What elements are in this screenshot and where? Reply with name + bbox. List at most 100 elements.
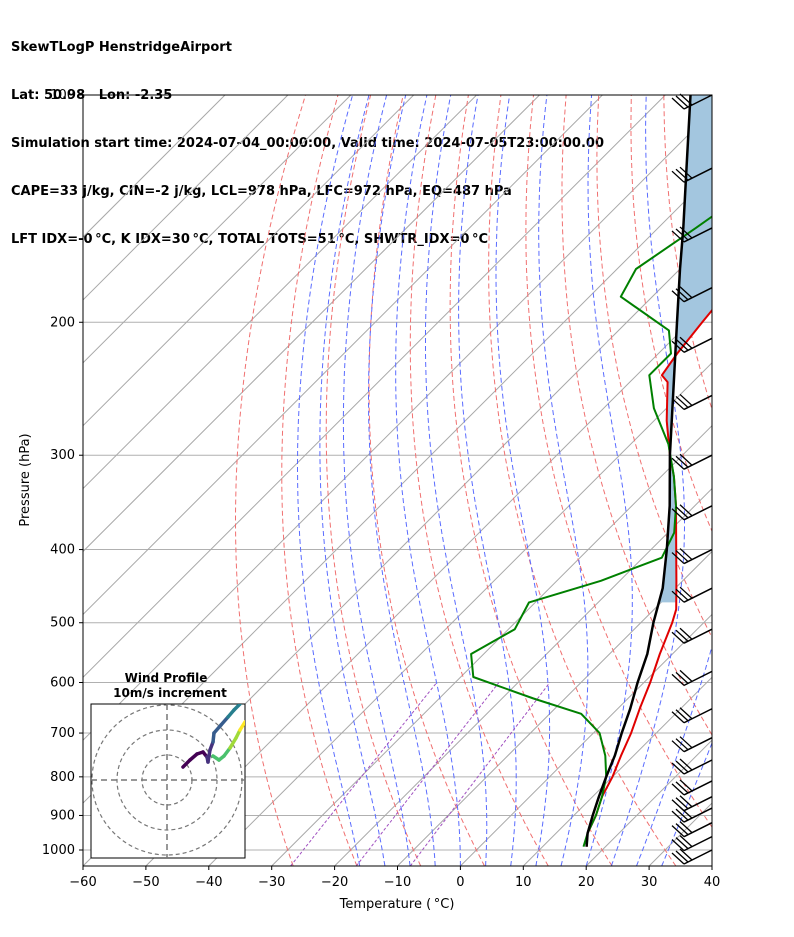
wind-barb-flag <box>679 548 693 561</box>
wind-barb-flag <box>679 707 693 720</box>
dewpoint-profile <box>470 215 712 847</box>
wind-barb-flag <box>675 823 689 836</box>
wind-barb-flag <box>671 340 685 353</box>
wind-barb-flag <box>675 760 689 773</box>
isotherm-line <box>83 110 712 741</box>
x-tick-label: 10 <box>515 875 532 890</box>
wind-barb-flag <box>671 711 685 724</box>
wind-barb-flag <box>675 588 689 601</box>
dry-adiabat <box>596 95 712 639</box>
wind-barb <box>671 548 713 565</box>
wind-barb-flag <box>675 395 689 408</box>
hodograph-segment <box>238 720 245 732</box>
x-tick-label: −30 <box>258 875 285 890</box>
y-tick-label: 400 <box>50 543 75 558</box>
cape-line: CAPE=33 j/kg, CIN=-2 j/kg, LCL=978 hPa, … <box>11 184 512 199</box>
wind-barb-flag <box>679 736 693 749</box>
wind-barb-staff <box>683 287 713 303</box>
wind-barb-staff <box>683 548 713 565</box>
chart-title: SkewTLogP HenstridgeAirport <box>11 40 232 55</box>
dry-adiabat <box>235 95 306 866</box>
y-tick-label: 100 <box>50 88 75 103</box>
wind-barb-flag <box>671 783 685 796</box>
wind-barb-flag <box>679 795 693 808</box>
wind-barb <box>671 736 713 753</box>
wind-barb-staff <box>683 227 713 243</box>
wind-barb-flag <box>679 821 693 834</box>
wind-profile-inset: Wind Profile 10m/s increment <box>90 671 246 859</box>
x-tick-label: −10 <box>384 875 411 890</box>
wind-barb-flag <box>675 738 689 751</box>
time-line: Simulation start time: 2024-07-04_00:00:… <box>11 136 604 151</box>
wind-barb-flag <box>679 336 693 349</box>
wind-barb-flag <box>675 797 689 810</box>
chart-header: SkewTLogP HenstridgeAirport Lat: 50.98 L… <box>11 8 604 264</box>
wind-barb-flag <box>671 508 685 521</box>
wind-barb-staff <box>683 167 713 183</box>
axes: −60 −50 −40 −30 −20 −10 0 10 20 30 40 1000 900 800 700… <box>42 88 720 890</box>
wind-barb <box>671 393 713 411</box>
wind-barb-flag <box>671 230 685 243</box>
isotherm-line <box>83 95 603 616</box>
parcel-profile <box>585 95 692 847</box>
hodograph-segment <box>219 715 230 727</box>
isotherm-line <box>83 95 226 238</box>
wind-barb-flag <box>679 779 693 792</box>
wind-barb <box>671 453 713 470</box>
wind-barb <box>671 669 713 687</box>
moist-adiabat <box>585 95 633 866</box>
wind-barb-flag <box>675 228 689 241</box>
wind-barb-flag <box>671 457 685 470</box>
x-tick-label: 0 <box>456 875 464 890</box>
moist-adiabat <box>425 95 488 866</box>
wind-barb-flag <box>679 627 693 640</box>
dry-adiabat <box>488 95 677 866</box>
wind-barb-staff <box>683 394 713 411</box>
wind-barb-staff <box>683 737 713 753</box>
wind-barb <box>671 758 713 775</box>
wind-barb-flag <box>679 586 693 599</box>
isotherm-line <box>711 865 712 866</box>
wind-barb-staff <box>683 587 713 603</box>
wind-barb-flag <box>679 453 693 466</box>
wind-barb-staff <box>683 796 713 812</box>
dry-adiabat <box>409 95 549 866</box>
wind-barb-flag <box>671 590 685 603</box>
wind-barb-flag <box>675 506 689 519</box>
wind-barb-flag <box>679 226 693 239</box>
cape-fill <box>658 95 712 603</box>
wind-barb <box>671 707 713 724</box>
wind-barb <box>671 226 713 243</box>
wind-barb-flag <box>675 709 689 722</box>
wind-barb-flag <box>675 808 689 821</box>
mixing-ratio-line <box>409 682 551 866</box>
wind-barb-flag <box>671 810 685 823</box>
dry-adiabat <box>281 95 358 866</box>
x-tick-label: −50 <box>132 875 159 890</box>
wind-barb-staff <box>683 628 713 644</box>
isotherm-line <box>271 424 712 866</box>
wind-barb-flag <box>675 168 689 181</box>
wind-barb-staff <box>683 94 713 110</box>
wind-barb-staff <box>683 759 713 775</box>
wind-barb-flag <box>679 669 693 682</box>
wind-barb-flag <box>675 288 689 301</box>
moist-adiabat <box>636 644 712 866</box>
x-axis-label: Temperature ( °C) <box>339 897 455 912</box>
y-tick-label: 800 <box>50 770 75 785</box>
wind-barb <box>671 627 713 644</box>
moist-adiabat <box>319 95 386 866</box>
wind-barb-staff <box>683 821 713 838</box>
wind-barb-flag <box>675 95 689 108</box>
wind-barb-flag <box>671 852 685 865</box>
y-tick-label: 1000 <box>42 843 75 858</box>
moist-adiabat <box>458 95 517 866</box>
moist-adiabat <box>661 741 712 866</box>
isotherm-line <box>83 95 415 427</box>
wind-barb-staff <box>683 708 713 724</box>
dry-adiabat <box>368 95 485 866</box>
inset-title: Wind Profile <box>125 671 208 685</box>
wind-barb-flag <box>679 286 693 299</box>
y-tick-label: 300 <box>50 448 75 463</box>
